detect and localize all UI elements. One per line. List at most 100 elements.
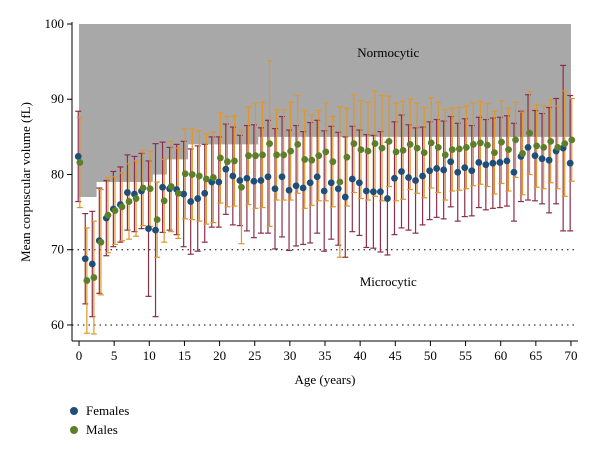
x-tick-label: 40 — [354, 348, 367, 363]
point-males — [118, 203, 126, 211]
point-females — [257, 177, 265, 184]
point-males — [568, 136, 576, 144]
point-females — [215, 178, 223, 186]
point-males — [519, 150, 526, 157]
point-females — [327, 179, 335, 187]
point-males — [287, 147, 295, 155]
point-females — [510, 168, 518, 176]
point-females — [482, 161, 490, 169]
point-females — [334, 185, 342, 193]
point-males — [547, 137, 555, 145]
point-males — [216, 154, 224, 162]
point-males — [83, 277, 91, 284]
point-males — [294, 140, 302, 148]
point-males — [392, 148, 400, 156]
point-females — [299, 184, 307, 192]
point-males — [160, 197, 168, 205]
y-tick-label: 80 — [51, 166, 64, 181]
point-males — [97, 238, 105, 246]
point-males — [498, 138, 505, 146]
axes: 60 70 80 90 100 0 5 10 15 20 25 30 35 40 45 50 55 60 65 70… — [18, 16, 578, 387]
x-tick-label: 35 — [319, 348, 332, 363]
point-females — [159, 183, 166, 191]
point-males — [90, 274, 98, 281]
point-males — [322, 148, 330, 156]
point-females — [538, 155, 546, 163]
point-males — [533, 142, 541, 150]
point-males — [153, 216, 161, 224]
point-females — [124, 189, 131, 196]
point-males — [484, 141, 491, 149]
y-axis-label: Mean corpuscular volume (fL) — [18, 102, 33, 262]
point-females — [145, 225, 152, 233]
point-males — [146, 185, 154, 193]
x-tick-label: 70 — [564, 348, 577, 363]
point-males — [224, 158, 231, 166]
point-females — [377, 188, 384, 196]
point-males — [512, 136, 519, 144]
data-points — [74, 129, 576, 284]
point-females — [384, 195, 391, 202]
point-females — [229, 172, 237, 180]
point-males — [132, 195, 140, 202]
point-females — [250, 177, 258, 185]
point-females — [524, 143, 532, 151]
point-males — [209, 174, 217, 181]
point-males — [561, 140, 569, 148]
point-females — [236, 177, 244, 184]
point-females — [243, 174, 251, 182]
point-females — [81, 255, 89, 263]
point-females — [348, 175, 356, 183]
point-males — [195, 172, 203, 180]
legend-swatch-males — [70, 425, 78, 434]
point-males — [167, 183, 175, 190]
point-females — [489, 159, 497, 167]
point-males — [266, 140, 273, 148]
point-males — [273, 151, 281, 159]
legend-label-females: Females — [86, 402, 130, 418]
point-males — [125, 198, 133, 205]
point-males — [245, 152, 252, 160]
point-males — [336, 178, 344, 186]
point-males — [399, 147, 407, 154]
x-tick-label: 20 — [213, 348, 226, 363]
point-males — [308, 156, 316, 164]
y-tick-label: 70 — [51, 242, 64, 257]
y-tick-label: 90 — [51, 91, 64, 106]
point-males — [441, 151, 449, 159]
point-females — [320, 187, 328, 195]
plot-region: Normocytic Microcytic — [72, 24, 578, 335]
point-females — [285, 186, 293, 194]
point-males — [315, 152, 323, 160]
y-ticks: 60 70 80 90 100 — [45, 16, 72, 332]
legend: Females Males — [70, 401, 129, 439]
point-females — [180, 190, 188, 198]
point-males — [188, 171, 196, 178]
y-tick-label: 60 — [51, 317, 64, 332]
point-males — [350, 140, 358, 148]
point-males — [111, 207, 119, 214]
point-females — [503, 157, 511, 165]
point-females — [468, 167, 476, 175]
reference-lines — [72, 249, 578, 326]
x-axis-label: Age (years) — [295, 372, 356, 387]
point-males — [181, 170, 189, 178]
point-females — [531, 152, 539, 160]
point-males — [378, 144, 386, 152]
point-females — [475, 159, 483, 166]
point-males — [406, 140, 414, 148]
point-females — [412, 177, 419, 184]
point-males — [329, 158, 337, 166]
point-females — [454, 168, 462, 176]
point-females — [433, 165, 441, 172]
legend-label-males: Males — [86, 421, 118, 437]
point-males — [491, 149, 498, 157]
x-tick-label: 50 — [424, 348, 437, 363]
point-females — [88, 260, 96, 268]
x-tick-label: 60 — [494, 348, 507, 363]
point-males — [252, 152, 259, 160]
point-females — [271, 185, 279, 193]
legend-item-males: Males — [70, 420, 129, 439]
point-males — [357, 146, 365, 154]
point-females — [426, 167, 434, 175]
